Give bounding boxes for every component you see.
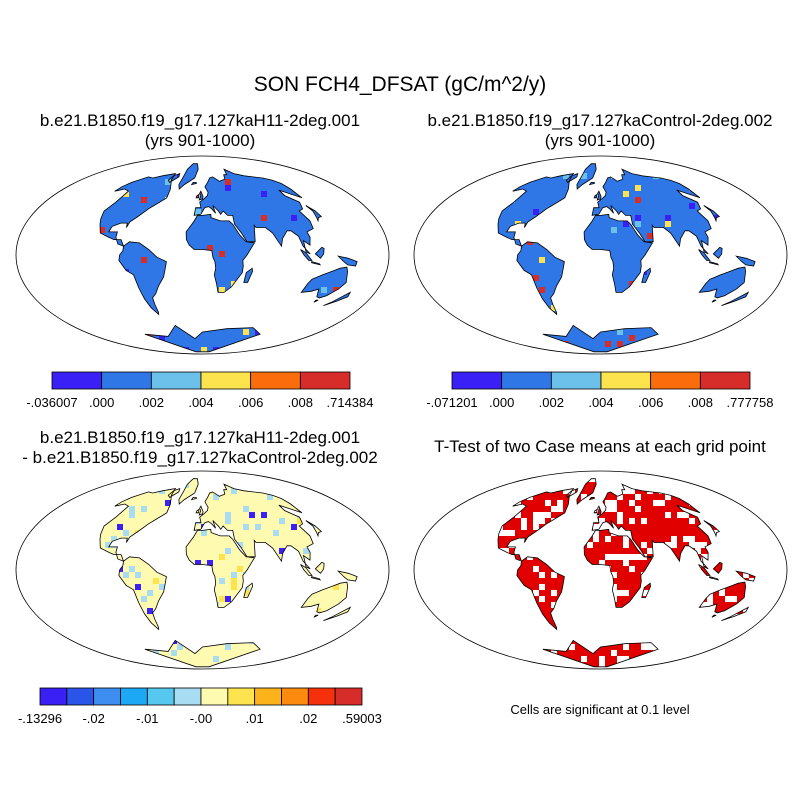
colorbar-box bbox=[93, 687, 121, 706]
colorbar-box bbox=[200, 371, 252, 390]
colorbar-label: .000 bbox=[489, 395, 514, 410]
coastlines bbox=[497, 478, 756, 668]
colorbar-label: -.071201 bbox=[426, 395, 477, 410]
colorbar-box bbox=[101, 371, 152, 390]
colorbar-box bbox=[451, 371, 503, 390]
colorbar-box bbox=[146, 687, 175, 706]
colorbar-difference: -.13296 -.02 -.01 -.00 .01 .02 .59003 bbox=[18, 687, 382, 726]
colorbar-box bbox=[39, 687, 68, 706]
panel-title-line: b.e21.B1850.f19_g17.127kaH11-2deg.001 bbox=[39, 111, 361, 130]
colorbar-box bbox=[51, 371, 103, 390]
panel-title-line: b.e21.B1850.f19_g17.127kaControl-2deg.00… bbox=[427, 111, 773, 130]
panel-title-case1: b.e21.B1850.f19_g17.127kaH11-2deg.001 (y… bbox=[0, 111, 400, 151]
colorbar-box bbox=[281, 687, 309, 706]
panel-title-case2: b.e21.B1850.f19_g17.127kaControl-2deg.00… bbox=[400, 111, 800, 151]
map-border bbox=[413, 470, 788, 670]
colorbar-box bbox=[650, 371, 701, 390]
coastlines bbox=[497, 163, 756, 353]
colorbar-label: .006 bbox=[638, 395, 663, 410]
figure-title: SON FCH4_DFSAT (gC/m^2/y) bbox=[253, 73, 547, 96]
colorbar-box bbox=[150, 371, 202, 390]
coastlines bbox=[99, 163, 358, 353]
colorbar-case1: -.036007 .000 .002 .004 .006 .008 .714384 bbox=[26, 371, 374, 410]
colorbar-label: .004 bbox=[588, 395, 613, 410]
colorbar-box bbox=[334, 687, 363, 706]
colorbar-label: .777758 bbox=[727, 395, 774, 410]
colorbar-label: .002 bbox=[139, 395, 164, 410]
land-fill bbox=[100, 163, 358, 352]
colorbar-box bbox=[120, 687, 148, 706]
colorbar-label: .006 bbox=[238, 395, 263, 410]
colorbar-label: .59003 bbox=[342, 711, 382, 726]
map-difference bbox=[15, 470, 390, 670]
colorbar-label: .002 bbox=[539, 395, 564, 410]
colorbar-box bbox=[699, 371, 751, 390]
map-ttest bbox=[413, 470, 788, 670]
colorbar-label: -.01 bbox=[136, 711, 158, 726]
colorbar-box bbox=[501, 371, 552, 390]
colorbar-box bbox=[254, 687, 282, 706]
colorbar-label: -.13296 bbox=[18, 711, 62, 726]
colorbar-box bbox=[600, 371, 652, 390]
colorbar-box bbox=[173, 687, 202, 706]
panel-title-difference: b.e21.B1850.f19_g17.127kaH11-2deg.001 - … bbox=[0, 428, 400, 468]
panel-title-line-2: - b.e21.B1850.f19_g17.127kaControl-2deg.… bbox=[22, 448, 378, 467]
colorbar-label: .008 bbox=[288, 395, 313, 410]
colorbar-label: -.02 bbox=[82, 711, 104, 726]
colorbar-box bbox=[66, 687, 95, 706]
colorbar-box bbox=[250, 371, 301, 390]
colorbar-label: .000 bbox=[89, 395, 114, 410]
colorbar-box bbox=[227, 687, 256, 706]
colorbar-label: .008 bbox=[688, 395, 713, 410]
panel-subtitle-line: (yrs 901-1000) bbox=[544, 131, 656, 150]
map-border bbox=[413, 155, 788, 355]
map-border bbox=[15, 155, 390, 355]
colorbar-box bbox=[550, 371, 602, 390]
colorbar-label: -.036007 bbox=[26, 395, 77, 410]
coastlines bbox=[99, 478, 358, 668]
land-fill bbox=[498, 163, 756, 352]
panel-title-line: b.e21.B1850.f19_g17.127kaH11-2deg.001 bbox=[39, 428, 361, 447]
land-fill bbox=[498, 478, 756, 667]
panel-title-line: T-Test of two Case means at each grid po… bbox=[434, 437, 766, 456]
map-border bbox=[15, 470, 390, 670]
panel-subtitle-line: (yrs 901-1000) bbox=[144, 131, 256, 150]
colorbar-label: .02 bbox=[299, 711, 317, 726]
significance-note: Cells are significant at 0.1 level bbox=[510, 702, 690, 717]
colorbar-label: .01 bbox=[246, 711, 264, 726]
panel-title-ttest: T-Test of two Case means at each grid po… bbox=[400, 437, 800, 457]
map-case1 bbox=[15, 155, 390, 355]
colorbar-box bbox=[200, 687, 229, 706]
colorbar-label: -.00 bbox=[190, 711, 212, 726]
colorbar-box bbox=[299, 371, 351, 390]
colorbar-box bbox=[307, 687, 336, 706]
colorbar-label: .714384 bbox=[327, 395, 374, 410]
map-case2 bbox=[413, 155, 788, 355]
colorbar-case2: -.071201 .000 .002 .004 .006 .008 .777758 bbox=[426, 371, 774, 410]
colorbar-label: .004 bbox=[188, 395, 213, 410]
